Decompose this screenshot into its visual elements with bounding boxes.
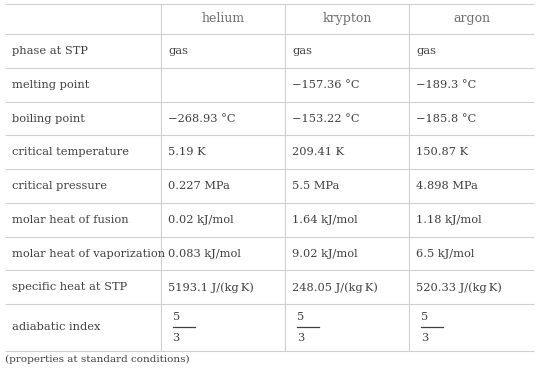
Text: krypton: krypton (323, 12, 372, 26)
Text: melting point: melting point (12, 80, 90, 90)
Text: 0.083 kJ/mol: 0.083 kJ/mol (168, 249, 241, 259)
Text: gas: gas (292, 46, 313, 56)
Text: 3: 3 (172, 333, 180, 343)
Text: critical pressure: critical pressure (12, 181, 107, 191)
Text: 150.87 K: 150.87 K (417, 147, 468, 157)
Text: boiling point: boiling point (12, 114, 85, 123)
Text: −153.22 °C: −153.22 °C (292, 114, 360, 123)
Text: argon: argon (453, 12, 490, 26)
Text: 5: 5 (421, 312, 428, 322)
Text: −157.36 °C: −157.36 °C (292, 80, 360, 90)
Text: phase at STP: phase at STP (12, 46, 88, 56)
Text: 1.18 kJ/mol: 1.18 kJ/mol (417, 215, 482, 225)
Text: −189.3 °C: −189.3 °C (417, 80, 476, 90)
Text: 3: 3 (421, 333, 428, 343)
Text: (properties at standard conditions): (properties at standard conditions) (5, 355, 190, 364)
Text: 209.41 K: 209.41 K (292, 147, 344, 157)
Text: 0.02 kJ/mol: 0.02 kJ/mol (168, 215, 234, 225)
Text: adiabatic index: adiabatic index (12, 322, 101, 332)
Text: 6.5 kJ/mol: 6.5 kJ/mol (417, 249, 475, 259)
Text: 3: 3 (296, 333, 304, 343)
Text: −268.93 °C: −268.93 °C (168, 114, 236, 123)
Text: 248.05 J/(kg K): 248.05 J/(kg K) (292, 282, 378, 292)
Text: 5.19 K: 5.19 K (168, 147, 206, 157)
Text: 5.5 MPa: 5.5 MPa (292, 181, 340, 191)
Text: gas: gas (168, 46, 188, 56)
Text: 5: 5 (172, 312, 180, 322)
Text: 9.02 kJ/mol: 9.02 kJ/mol (292, 249, 358, 259)
Text: 4.898 MPa: 4.898 MPa (417, 181, 478, 191)
Text: specific heat at STP: specific heat at STP (12, 282, 128, 292)
Text: molar heat of vaporization: molar heat of vaporization (12, 249, 165, 259)
Text: 5: 5 (296, 312, 304, 322)
Text: 1.64 kJ/mol: 1.64 kJ/mol (292, 215, 358, 225)
Text: 520.33 J/(kg K): 520.33 J/(kg K) (417, 282, 502, 292)
Text: helium: helium (202, 12, 245, 26)
Text: gas: gas (417, 46, 437, 56)
Text: molar heat of fusion: molar heat of fusion (12, 215, 129, 225)
Text: 0.227 MPa: 0.227 MPa (168, 181, 230, 191)
Text: −185.8 °C: −185.8 °C (417, 114, 476, 123)
Text: critical temperature: critical temperature (12, 147, 129, 157)
Text: 5193.1 J/(kg K): 5193.1 J/(kg K) (168, 282, 254, 292)
